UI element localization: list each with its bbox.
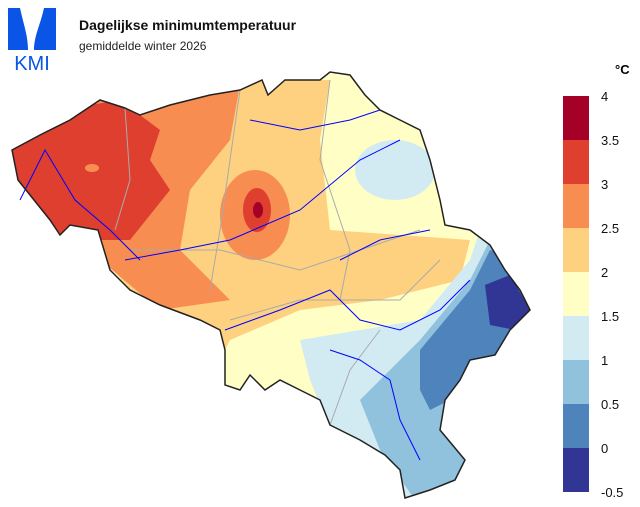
legend-tick-label: 2 xyxy=(601,265,609,280)
legend-tick-label: 3.5 xyxy=(601,133,620,148)
legend-tick-label: 1.5 xyxy=(601,309,620,324)
belgium-temperature-map xyxy=(11,71,531,499)
color-legend xyxy=(563,96,589,492)
zone-3-3.5 xyxy=(12,100,170,240)
legend-band xyxy=(563,96,589,140)
legend-tick-label: 0.5 xyxy=(601,397,620,412)
kmi-logo: KMI xyxy=(8,8,56,72)
legend-band xyxy=(563,360,589,404)
rivers xyxy=(19,109,471,461)
zone-1-1.5-north xyxy=(355,140,435,200)
legend-band xyxy=(563,448,589,492)
country-outline xyxy=(11,71,531,499)
legend-band xyxy=(563,272,589,316)
legend-band xyxy=(563,184,589,228)
map-subtitle: gemiddelde winter 2026 xyxy=(79,39,207,53)
svg-text:KMI: KMI xyxy=(14,53,50,72)
zone-3.5-4 xyxy=(253,202,263,218)
province-borders xyxy=(114,79,441,426)
legend-band xyxy=(563,140,589,184)
legend-tick-label: 4 xyxy=(601,89,609,104)
legend-band xyxy=(563,404,589,448)
legend-tick-label: 2.5 xyxy=(601,221,620,236)
legend-tick-label: 3 xyxy=(601,177,609,192)
legend-tick-label: 0 xyxy=(601,441,609,456)
legend-tick-label: 1 xyxy=(601,353,609,368)
legend-tick-label: -0.5 xyxy=(601,485,624,500)
zone-2.5-3-spot xyxy=(85,164,99,172)
zone-minus0.5-0 xyxy=(485,275,530,330)
legend-unit: °C xyxy=(615,62,630,77)
legend-band xyxy=(563,316,589,360)
map-title: Dagelijkse minimumtemperatuur xyxy=(79,17,297,33)
legend-band xyxy=(563,228,589,272)
